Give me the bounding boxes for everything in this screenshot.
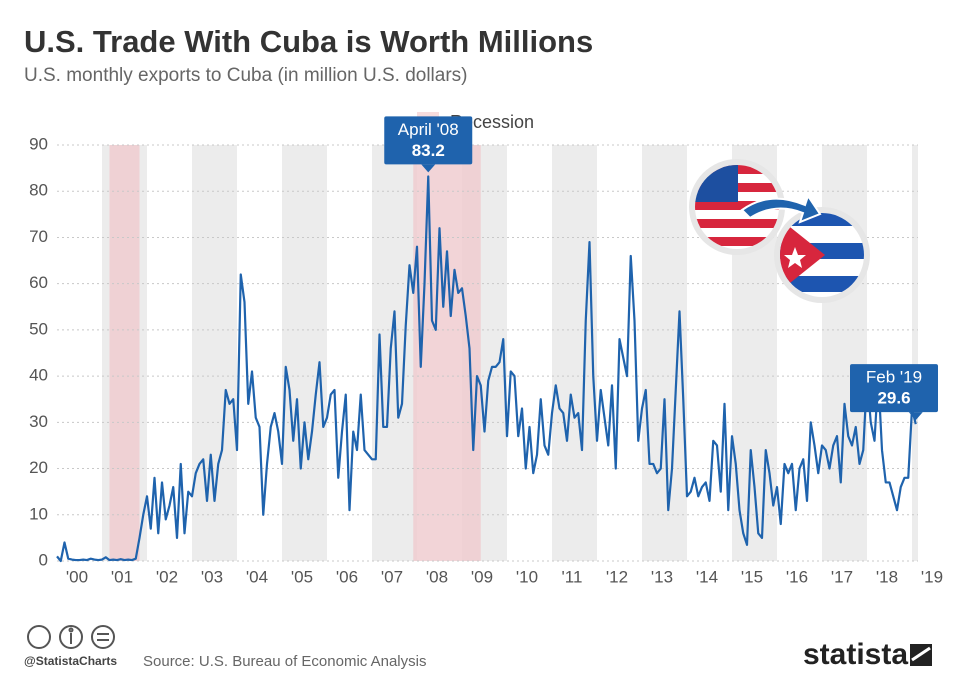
year-band bbox=[552, 145, 597, 561]
x-tick-label: '08 bbox=[426, 567, 448, 586]
year-band bbox=[642, 145, 687, 561]
year-band bbox=[822, 145, 867, 561]
annotation-pointer bbox=[908, 412, 923, 421]
x-tick-label: '09 bbox=[471, 567, 493, 586]
year-band bbox=[282, 145, 327, 561]
x-tick-label: '06 bbox=[336, 567, 358, 586]
y-tick-label: 60 bbox=[29, 273, 48, 292]
y-tick-label: 90 bbox=[29, 134, 48, 153]
flags-illustration bbox=[689, 159, 870, 303]
year-band bbox=[912, 145, 918, 561]
annotation-value: 29.6 bbox=[877, 389, 910, 408]
handle: @StatistaCharts bbox=[24, 654, 117, 668]
x-tick-label: '11 bbox=[562, 567, 583, 586]
x-tick-label: '02 bbox=[156, 567, 178, 586]
x-tick-label: '00 bbox=[66, 567, 88, 586]
x-tick-label: '07 bbox=[381, 567, 403, 586]
x-tick-label: '19 bbox=[921, 567, 943, 586]
x-tick-label: '15 bbox=[741, 567, 763, 586]
license-icons bbox=[27, 625, 115, 649]
annotation-label: April '08 bbox=[398, 120, 459, 139]
x-tick-label: '14 bbox=[696, 567, 718, 586]
x-tick-label: '16 bbox=[786, 567, 808, 586]
annotation-label: Feb '19 bbox=[866, 368, 922, 387]
brand: statista bbox=[803, 638, 908, 671]
x-tick-label: '03 bbox=[201, 567, 223, 586]
x-tick-label: '04 bbox=[246, 567, 268, 586]
plot-area: 0 10 20 30 40 50 60 70 80 90 '00 '01 '02 '03 '04 '05 '06… bbox=[29, 116, 943, 586]
annotation-pointer bbox=[421, 164, 436, 173]
y-tick-label: 20 bbox=[29, 458, 48, 477]
x-tick-label: '13 bbox=[651, 567, 673, 586]
annotation-box bbox=[850, 364, 938, 413]
source: Source: U.S. Bureau of Economic Analysis bbox=[143, 653, 426, 670]
annotation-box bbox=[384, 116, 473, 165]
x-tick-label: '17 bbox=[831, 567, 853, 586]
y-tick-label: 80 bbox=[29, 181, 48, 200]
x-tick-label: '18 bbox=[876, 567, 898, 586]
annotation-value: 83.2 bbox=[412, 141, 445, 160]
y-tick-label: 50 bbox=[29, 319, 48, 338]
brand-logo-mark bbox=[911, 646, 931, 662]
y-tick-label: 0 bbox=[39, 550, 48, 569]
x-tick-label: '10 bbox=[516, 567, 538, 586]
y-tick-label: 70 bbox=[29, 227, 48, 246]
recession-band bbox=[109, 145, 140, 561]
x-tick-label: '05 bbox=[291, 567, 313, 586]
chart-subtitle: U.S. monthly exports to Cuba (in million… bbox=[24, 65, 468, 86]
x-tick-label: '12 bbox=[606, 567, 628, 586]
y-tick-label: 30 bbox=[29, 412, 48, 431]
y-tick-label: 10 bbox=[29, 504, 48, 523]
chart-title: U.S. Trade With Cuba is Worth Millions bbox=[24, 24, 593, 59]
y-tick-label: 40 bbox=[29, 366, 48, 385]
line-series bbox=[56, 175, 917, 563]
x-tick-label: '01 bbox=[111, 567, 133, 586]
